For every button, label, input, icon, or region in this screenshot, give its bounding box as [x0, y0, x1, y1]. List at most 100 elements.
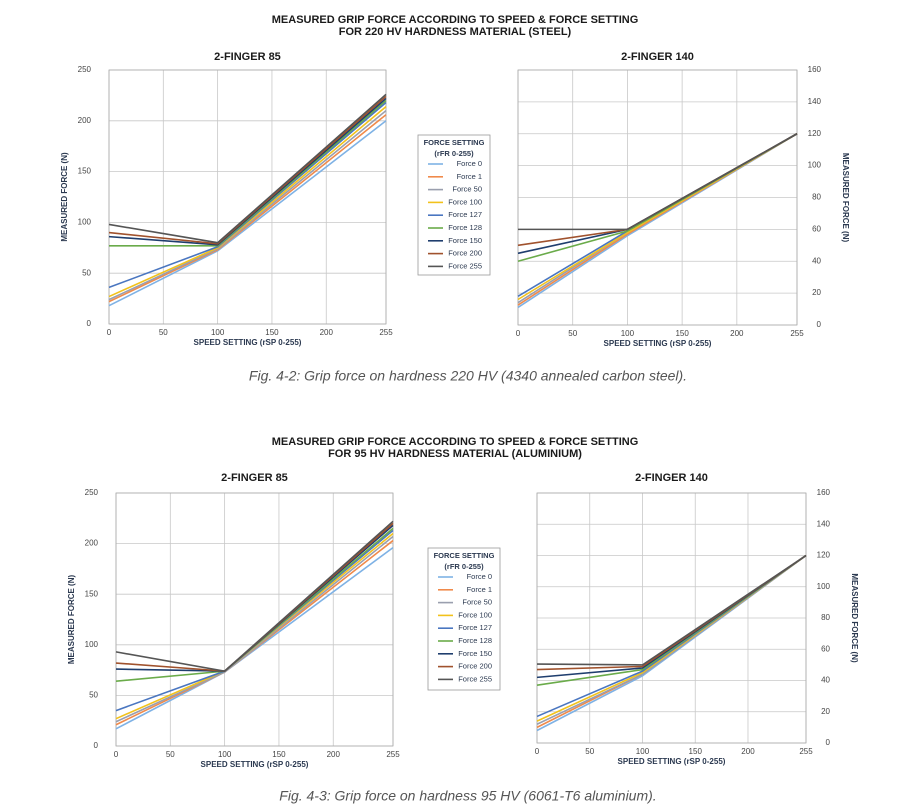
legend-label: Force 150	[458, 649, 492, 658]
legend-label: Force 100	[458, 610, 492, 619]
data-line	[108, 105, 387, 298]
x-tick-label: 255	[386, 750, 400, 759]
legend-label: Force 255	[458, 674, 492, 683]
y-tick-label: 160	[817, 488, 831, 497]
legend-label: Force 50	[462, 598, 492, 607]
data-line	[108, 93, 387, 244]
figure-title: MEASURED GRIP FORCE ACCORDING TO SPEED &…	[272, 14, 639, 26]
y-tick-label: 60	[812, 224, 821, 233]
x-tick-label: 100	[636, 747, 650, 756]
legend-title: FORCE SETTING	[434, 551, 495, 560]
data-line	[518, 133, 798, 231]
data-line	[115, 520, 394, 672]
legend-label: Force 127	[448, 210, 482, 219]
x-tick-label: 150	[265, 328, 279, 337]
x-tick-label: 0	[535, 747, 540, 756]
legend-label: Force 0	[467, 572, 492, 581]
x-tick-label: 200	[741, 747, 755, 756]
y-tick-label: 150	[85, 589, 99, 598]
x-axis-label: SPEED SETTING (rSP 0-255)	[604, 339, 712, 348]
x-tick-label: 50	[568, 329, 577, 338]
y-tick-label: 200	[78, 116, 92, 125]
data-line	[115, 535, 394, 723]
data-line	[536, 554, 807, 666]
y-tick-label: 250	[78, 65, 92, 74]
plot-border	[517, 69, 798, 326]
x-tick-label: 150	[272, 750, 286, 759]
legend-label: Force 100	[448, 197, 482, 206]
x-axis-label: SPEED SETTING (rSP 0-255)	[618, 757, 726, 766]
x-tick-label: 200	[730, 329, 744, 338]
data-line	[517, 133, 798, 255]
y-tick-label: 20	[812, 288, 821, 297]
y-tick-label: 0	[94, 741, 99, 750]
y-tick-label: 50	[82, 268, 91, 277]
legend-title: FORCE SETTING	[424, 138, 485, 147]
data-line	[108, 114, 387, 303]
legend-label: Force 200	[448, 249, 482, 258]
data-line	[109, 99, 387, 247]
plot-border	[115, 492, 394, 747]
x-tick-label: 100	[621, 329, 635, 338]
x-tick-label: 0	[516, 329, 521, 338]
data-line	[108, 120, 387, 307]
y-tick-label: 40	[821, 676, 830, 685]
data-line	[517, 133, 798, 309]
x-tick-label: 150	[689, 747, 703, 756]
y-tick-label: 100	[78, 218, 92, 227]
legend-label: Force 1	[457, 172, 482, 181]
y-tick-label: 200	[85, 539, 99, 548]
x-tick-label: 50	[166, 750, 175, 759]
chart-title: 2-FINGER 85	[221, 472, 288, 484]
y-tick-label: 120	[808, 129, 822, 138]
y-tick-label: 0	[826, 738, 831, 747]
legend-label: Force 1	[467, 585, 492, 594]
data-line	[108, 101, 387, 289]
legend-label: Force 200	[458, 662, 492, 671]
y-tick-label: 140	[817, 519, 831, 528]
x-tick-label: 150	[675, 329, 689, 338]
legend-title: (rFR 0-255)	[444, 562, 484, 571]
legend-label: Force 128	[448, 223, 482, 232]
x-tick-label: 0	[107, 328, 112, 337]
figure-title: MEASURED GRIP FORCE ACCORDING TO SPEED &…	[272, 436, 639, 448]
x-axis-label: SPEED SETTING (rSP 0-255)	[194, 338, 302, 347]
legend-label: Force 150	[448, 236, 482, 245]
x-tick-label: 50	[585, 747, 594, 756]
y-tick-label: 140	[808, 97, 822, 106]
x-tick-label: 50	[159, 328, 168, 337]
y-tick-label: 50	[89, 691, 98, 700]
y-tick-label: 100	[817, 582, 831, 591]
y-tick-label: 60	[821, 644, 830, 653]
plot-border	[536, 492, 807, 744]
data-line	[536, 554, 807, 722]
data-line	[536, 554, 807, 729]
y-tick-label: 0	[817, 320, 822, 329]
legend-label: Force 128	[458, 636, 492, 645]
plot-border	[108, 69, 387, 325]
data-line	[108, 95, 387, 245]
y-axis-label: MEASURED FORCE (N)	[850, 573, 859, 663]
x-axis-label: SPEED SETTING (rSP 0-255)	[201, 760, 309, 769]
legend-label: Force 0	[457, 159, 482, 168]
data-line	[536, 554, 807, 686]
figure-title: FOR 95 HV HARDNESS MATERIAL (ALUMINIUM)	[328, 448, 582, 460]
legend-label: Force 255	[448, 261, 482, 270]
x-tick-label: 200	[327, 750, 341, 759]
chart-title: 2-FINGER 140	[621, 51, 694, 63]
y-tick-label: 120	[817, 551, 831, 560]
y-tick-label: 100	[85, 640, 99, 649]
y-tick-label: 0	[87, 319, 92, 328]
y-axis-label: MEASURED FORCE (N)	[60, 152, 69, 242]
chart-title: 2-FINGER 140	[635, 472, 708, 484]
y-tick-label: 160	[808, 65, 822, 74]
legend-box	[427, 547, 501, 691]
figure-caption: Fig. 4-2: Grip force on hardness 220 HV …	[249, 368, 687, 384]
legend-box	[417, 134, 491, 276]
x-tick-label: 255	[790, 329, 804, 338]
x-tick-label: 255	[799, 747, 813, 756]
legend-label: Force 127	[458, 623, 492, 632]
y-tick-label: 150	[78, 167, 92, 176]
y-tick-label: 100	[808, 161, 822, 170]
